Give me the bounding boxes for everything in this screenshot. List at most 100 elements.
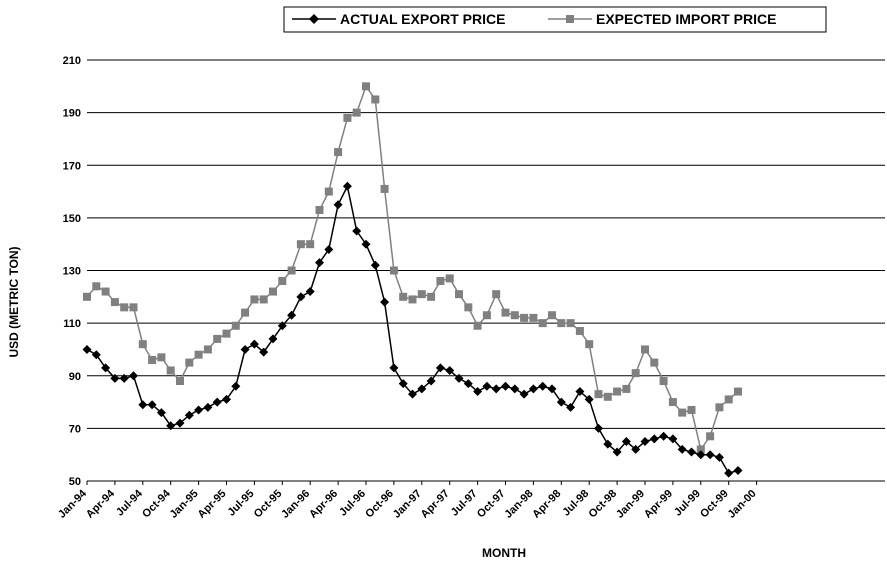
- data-point-diamond: [277, 321, 287, 331]
- data-point-square: [315, 205, 324, 214]
- data-point-square: [659, 377, 668, 386]
- data-point-diamond: [315, 258, 324, 268]
- data-point-square: [501, 308, 510, 317]
- data-point-diamond: [649, 434, 659, 444]
- x-tick-label: Apr-96: [307, 488, 340, 521]
- x-axis-title: MONTH: [482, 546, 526, 560]
- data-point-square: [278, 277, 287, 286]
- y-tick-label: 90: [69, 371, 81, 383]
- series-actual-export-price: [82, 181, 743, 478]
- data-point-square: [492, 290, 501, 299]
- data-point-square: [362, 82, 370, 91]
- data-point-diamond: [408, 389, 417, 399]
- y-tick-label: 190: [63, 108, 81, 120]
- x-tick-label: Jul-96: [337, 488, 368, 519]
- data-point-square: [269, 287, 277, 296]
- data-point-diamond: [445, 365, 455, 375]
- data-point-diamond: [361, 239, 371, 249]
- data-point-diamond: [528, 384, 538, 394]
- data-point-square: [120, 303, 129, 312]
- data-point-diamond: [705, 450, 715, 460]
- x-tick-label: Jan-95: [168, 488, 201, 521]
- data-point-square: [482, 311, 491, 320]
- data-point-square: [427, 292, 436, 301]
- data-point-square: [706, 432, 715, 441]
- y-tick-label: 110: [63, 318, 81, 330]
- data-point-diamond: [324, 244, 334, 254]
- data-point-square: [613, 387, 622, 396]
- data-point-square: [389, 266, 398, 275]
- data-point-square: [83, 292, 91, 301]
- x-tick-label: Jul-95: [226, 488, 257, 519]
- data-point-diamond: [305, 287, 315, 297]
- data-point-square: [306, 240, 315, 249]
- data-point-diamond: [463, 379, 473, 389]
- data-point-diamond: [398, 379, 408, 389]
- x-tick-label: Jul-97: [449, 488, 480, 519]
- data-point-square: [287, 266, 296, 275]
- data-point-diamond: [556, 397, 566, 407]
- data-point-square: [231, 321, 240, 330]
- data-point-square: [678, 408, 687, 417]
- series-expected-import-price: [83, 82, 742, 454]
- data-point-square: [417, 290, 426, 299]
- data-point-square: [334, 148, 343, 157]
- data-point-diamond: [240, 344, 250, 354]
- data-point-diamond: [417, 384, 427, 394]
- data-point-diamond: [612, 447, 622, 457]
- data-point-square: [380, 184, 389, 193]
- data-point-square: [213, 334, 222, 343]
- data-point-diamond: [129, 371, 138, 381]
- x-tick-label: Oct-96: [363, 488, 396, 521]
- x-tick-label: Apr-99: [642, 488, 675, 521]
- data-point-diamond: [175, 418, 185, 428]
- data-point-diamond: [268, 334, 278, 344]
- data-point-square: [557, 319, 566, 328]
- data-point-square: [138, 340, 147, 349]
- y-tick-label: 150: [63, 213, 81, 225]
- data-point-diamond: [184, 410, 194, 420]
- data-point-square: [631, 369, 640, 378]
- data-point-square: [641, 345, 649, 354]
- data-point-square: [622, 384, 631, 393]
- x-tick-label: Jul-99: [672, 488, 703, 519]
- data-point-square: [715, 403, 724, 412]
- data-point-diamond: [473, 387, 483, 397]
- data-point-diamond: [603, 439, 613, 449]
- data-point-diamond: [249, 339, 259, 349]
- data-point-diamond: [287, 310, 297, 320]
- data-point-square: [148, 355, 157, 364]
- y-axis-title: USD (METRIC TON): [7, 246, 21, 357]
- data-point-square: [110, 298, 119, 307]
- legend: ACTUAL EXPORT PRICE EXPECTED IMPORT PRIC…: [283, 6, 827, 33]
- data-point-diamond: [510, 384, 520, 394]
- data-point-diamond: [138, 400, 148, 410]
- data-point-diamond: [203, 402, 213, 412]
- data-point-square: [650, 358, 659, 367]
- data-point-square: [157, 353, 166, 362]
- x-axis-ticks: Jan-94Apr-94Jul-94Oct-94Jan-95Apr-95Jul-…: [56, 481, 759, 521]
- data-point-square: [296, 240, 305, 249]
- data-point-diamond: [194, 405, 204, 415]
- data-point-square: [445, 274, 454, 283]
- data-point-square: [176, 377, 184, 386]
- data-point-diamond: [538, 381, 548, 391]
- data-point-square: [529, 313, 538, 322]
- x-tick-label: Oct-94: [140, 487, 173, 520]
- y-tick-label: 130: [63, 266, 81, 278]
- data-point-diamond: [222, 394, 231, 404]
- gridlines: [87, 59, 885, 429]
- data-point-square: [585, 340, 594, 349]
- x-tick-label: Jul-98: [560, 488, 591, 519]
- series-line: [86, 184, 739, 474]
- series-layer: [82, 82, 743, 478]
- data-point-diamond: [501, 381, 510, 391]
- data-point-diamond: [231, 381, 241, 391]
- data-point-diamond: [482, 381, 492, 391]
- data-point-diamond: [575, 387, 585, 397]
- x-tick-label: Oct-97: [475, 488, 508, 521]
- data-point-diamond: [491, 384, 501, 394]
- data-point-square: [724, 395, 733, 404]
- data-point-diamond: [380, 297, 390, 307]
